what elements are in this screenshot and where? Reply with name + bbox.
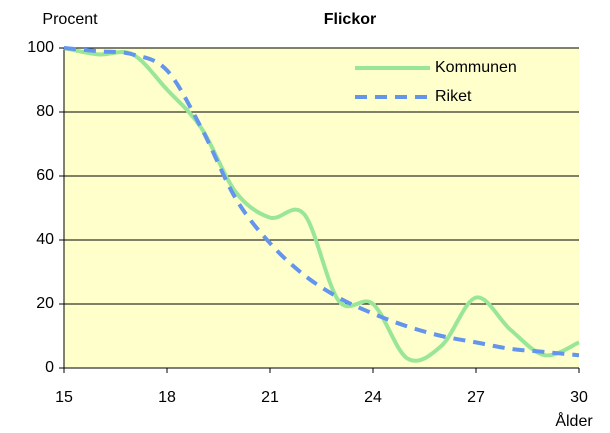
line-series xyxy=(63,46,580,363)
x-tick-label: 18 xyxy=(158,389,176,406)
x-tick-label: 15 xyxy=(55,389,73,406)
x-tick-label: 24 xyxy=(364,389,382,406)
x-tick-label: 27 xyxy=(467,389,485,406)
x-tick-label: 30 xyxy=(570,389,588,406)
y-axis-label: Procent xyxy=(42,11,98,28)
legend-label: Riket xyxy=(435,88,472,105)
y-tick-label: 100 xyxy=(27,39,54,56)
x-axis-label: Ålder xyxy=(555,411,593,430)
y-tick-label: 80 xyxy=(36,103,54,120)
chart-title: Flickor xyxy=(324,11,376,28)
legend-label: Kommunen xyxy=(435,59,517,76)
y-tick-label: 20 xyxy=(36,295,54,312)
y-tick-label: 40 xyxy=(36,231,54,248)
y-tick-label: 0 xyxy=(45,359,54,376)
y-tick-label: 60 xyxy=(36,167,54,184)
line-series xyxy=(63,46,580,358)
plot-area xyxy=(64,48,579,368)
x-tick-label: 21 xyxy=(261,389,279,406)
